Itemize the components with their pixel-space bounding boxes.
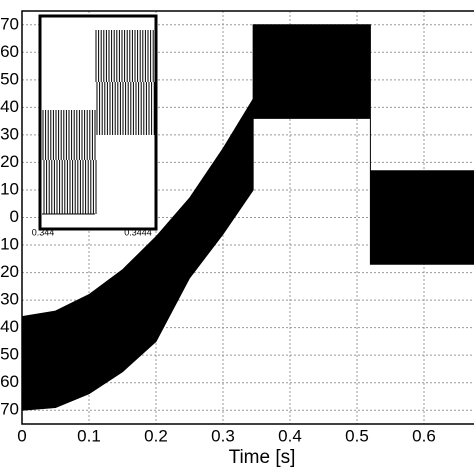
inset-tick-label: 0.344	[32, 227, 55, 237]
inset-tick-label: 0.3444	[124, 227, 152, 237]
y-tick-label: 10	[0, 235, 19, 254]
x-tick-label: 0.6	[412, 426, 436, 445]
y-tick-label: 60	[0, 42, 19, 61]
envelope-band	[21, 24, 474, 411]
y-tick-label: 20	[0, 152, 19, 171]
x-tick-label: 0.1	[77, 426, 101, 445]
y-tick-label: 70	[0, 14, 19, 33]
x-axis-title: Time [s]	[229, 447, 296, 468]
y-tick-label: 30	[0, 290, 19, 309]
y-tick-label: 10	[0, 179, 19, 198]
inset-frame	[38, 14, 158, 231]
y-tick-label: 50	[0, 69, 19, 88]
y-tick-label: 20	[0, 262, 19, 281]
inset-pwm	[42, 30, 155, 215]
plot-frame	[21, 10, 474, 425]
x-tick-label: 0.5	[345, 426, 369, 445]
x-tick-label: 0.4	[278, 426, 302, 445]
y-tick-label: 40	[0, 317, 19, 336]
y-tick-label: 70	[0, 400, 19, 419]
y-tick-label: 40	[0, 97, 19, 116]
x-tick-label: 0.3	[211, 426, 235, 445]
x-tick-label: 0	[17, 426, 26, 445]
y-tick-label: 0	[10, 207, 19, 226]
y-tick-label: 60	[0, 372, 19, 391]
x-tick-label: 0.2	[144, 426, 168, 445]
y-tick-label: 50	[0, 345, 19, 364]
y-tick-label: 30	[0, 124, 19, 143]
